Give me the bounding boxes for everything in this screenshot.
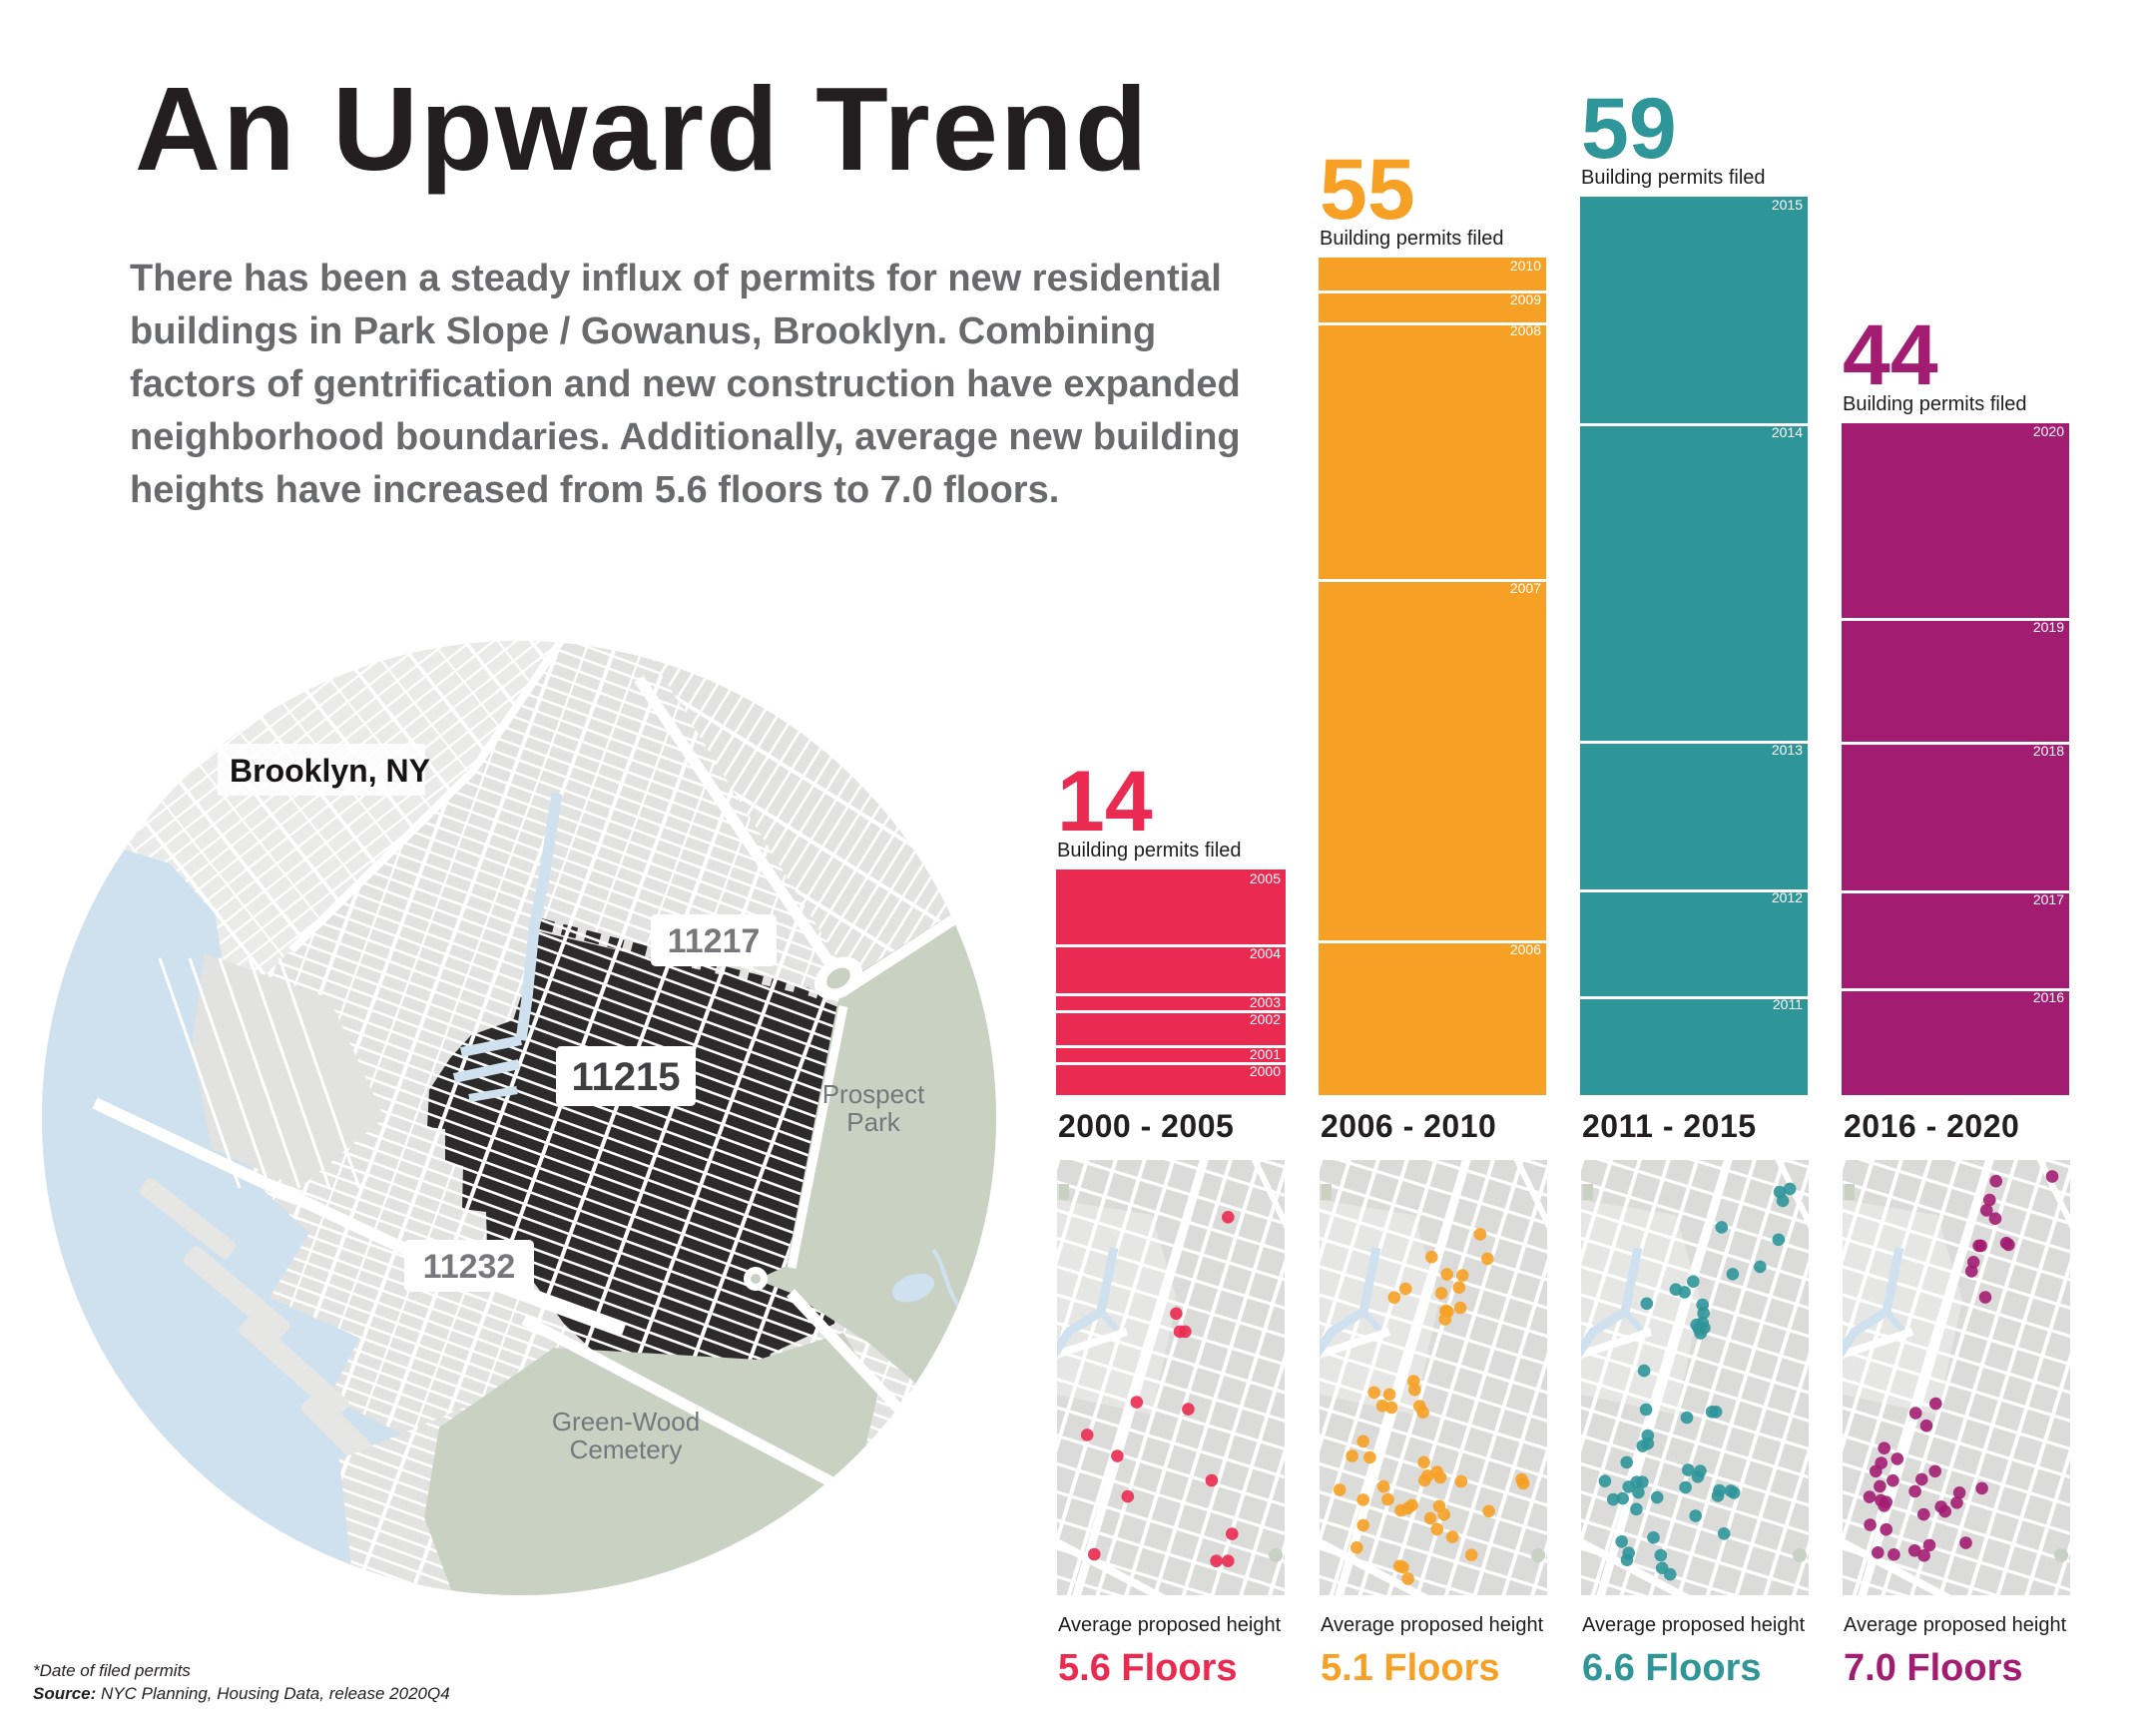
svg-text:11215: 11215 — [571, 1055, 680, 1099]
svg-text:Prospect: Prospect — [822, 1079, 925, 1109]
svg-text:11217: 11217 — [668, 922, 761, 960]
svg-text:Park: Park — [846, 1107, 900, 1137]
svg-text:11232: 11232 — [423, 1248, 516, 1286]
svg-text:Cemetery: Cemetery — [570, 1435, 683, 1464]
svg-text:Green-Wood: Green-Wood — [552, 1407, 700, 1437]
svg-text:Brooklyn, NY: Brooklyn, NY — [230, 753, 430, 789]
